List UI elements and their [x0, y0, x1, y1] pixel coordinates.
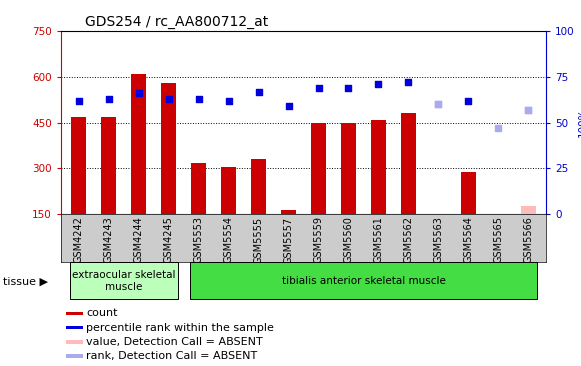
Point [433, 101, 443, 107]
Point [284, 103, 293, 109]
Bar [341, 123, 356, 214]
FancyBboxPatch shape [66, 340, 83, 344]
Text: GSM5559: GSM5559 [314, 217, 324, 264]
Y-axis label: 100%: 100% [578, 108, 581, 137]
Text: GSM4245: GSM4245 [164, 217, 174, 264]
Text: GSM5560: GSM5560 [343, 217, 353, 264]
Point [494, 125, 503, 131]
Text: percentile rank within the sample: percentile rank within the sample [86, 322, 274, 333]
Bar [71, 116, 87, 214]
Text: GSM5564: GSM5564 [463, 217, 474, 264]
Point [523, 107, 533, 113]
Bar [221, 167, 236, 214]
Bar [311, 123, 326, 214]
Text: GSM5555: GSM5555 [254, 217, 264, 264]
Text: rank, Detection Call = ABSENT: rank, Detection Call = ABSENT [86, 351, 257, 361]
Point [344, 85, 353, 91]
Text: count: count [86, 309, 118, 318]
Text: GSM5562: GSM5562 [403, 217, 414, 264]
Text: GSM5554: GSM5554 [224, 217, 234, 264]
Text: GSM5566: GSM5566 [523, 217, 533, 264]
Point [104, 96, 113, 102]
Point [134, 90, 144, 96]
Text: GSM5563: GSM5563 [433, 217, 443, 264]
Point [404, 79, 413, 85]
Bar [521, 206, 536, 214]
Text: GSM4244: GSM4244 [134, 217, 144, 263]
Bar [102, 116, 116, 214]
Text: tissue ▶: tissue ▶ [3, 277, 48, 287]
Bar [131, 74, 146, 214]
Bar [191, 163, 206, 214]
Bar [461, 172, 476, 214]
Text: tibialis anterior skeletal muscle: tibialis anterior skeletal muscle [282, 276, 446, 286]
Text: value, Detection Call = ABSENT: value, Detection Call = ABSENT [86, 337, 263, 347]
Point [254, 89, 263, 94]
Point [433, 101, 443, 107]
Point [164, 96, 174, 102]
FancyBboxPatch shape [190, 262, 537, 299]
Point [224, 98, 234, 104]
Point [374, 81, 383, 87]
Text: GSM4242: GSM4242 [74, 217, 84, 264]
Point [523, 107, 533, 113]
Bar [401, 113, 416, 214]
Text: GSM5557: GSM5557 [284, 217, 293, 264]
FancyBboxPatch shape [70, 262, 178, 299]
Point [314, 85, 323, 91]
FancyBboxPatch shape [66, 326, 83, 329]
Bar [251, 159, 266, 214]
Text: extraocular skeletal
muscle: extraocular skeletal muscle [72, 270, 175, 292]
FancyBboxPatch shape [66, 311, 83, 315]
Point [74, 98, 84, 104]
Bar [162, 83, 176, 214]
Text: GSM5553: GSM5553 [193, 217, 204, 264]
Bar [371, 120, 386, 214]
Text: GSM5565: GSM5565 [493, 217, 503, 264]
Bar [281, 210, 296, 214]
Point [464, 98, 473, 104]
Text: GSM5561: GSM5561 [374, 217, 383, 264]
Text: GDS254 / rc_AA800712_at: GDS254 / rc_AA800712_at [85, 15, 268, 29]
FancyBboxPatch shape [66, 354, 83, 358]
Text: GSM4243: GSM4243 [104, 217, 114, 263]
Point [194, 96, 203, 102]
